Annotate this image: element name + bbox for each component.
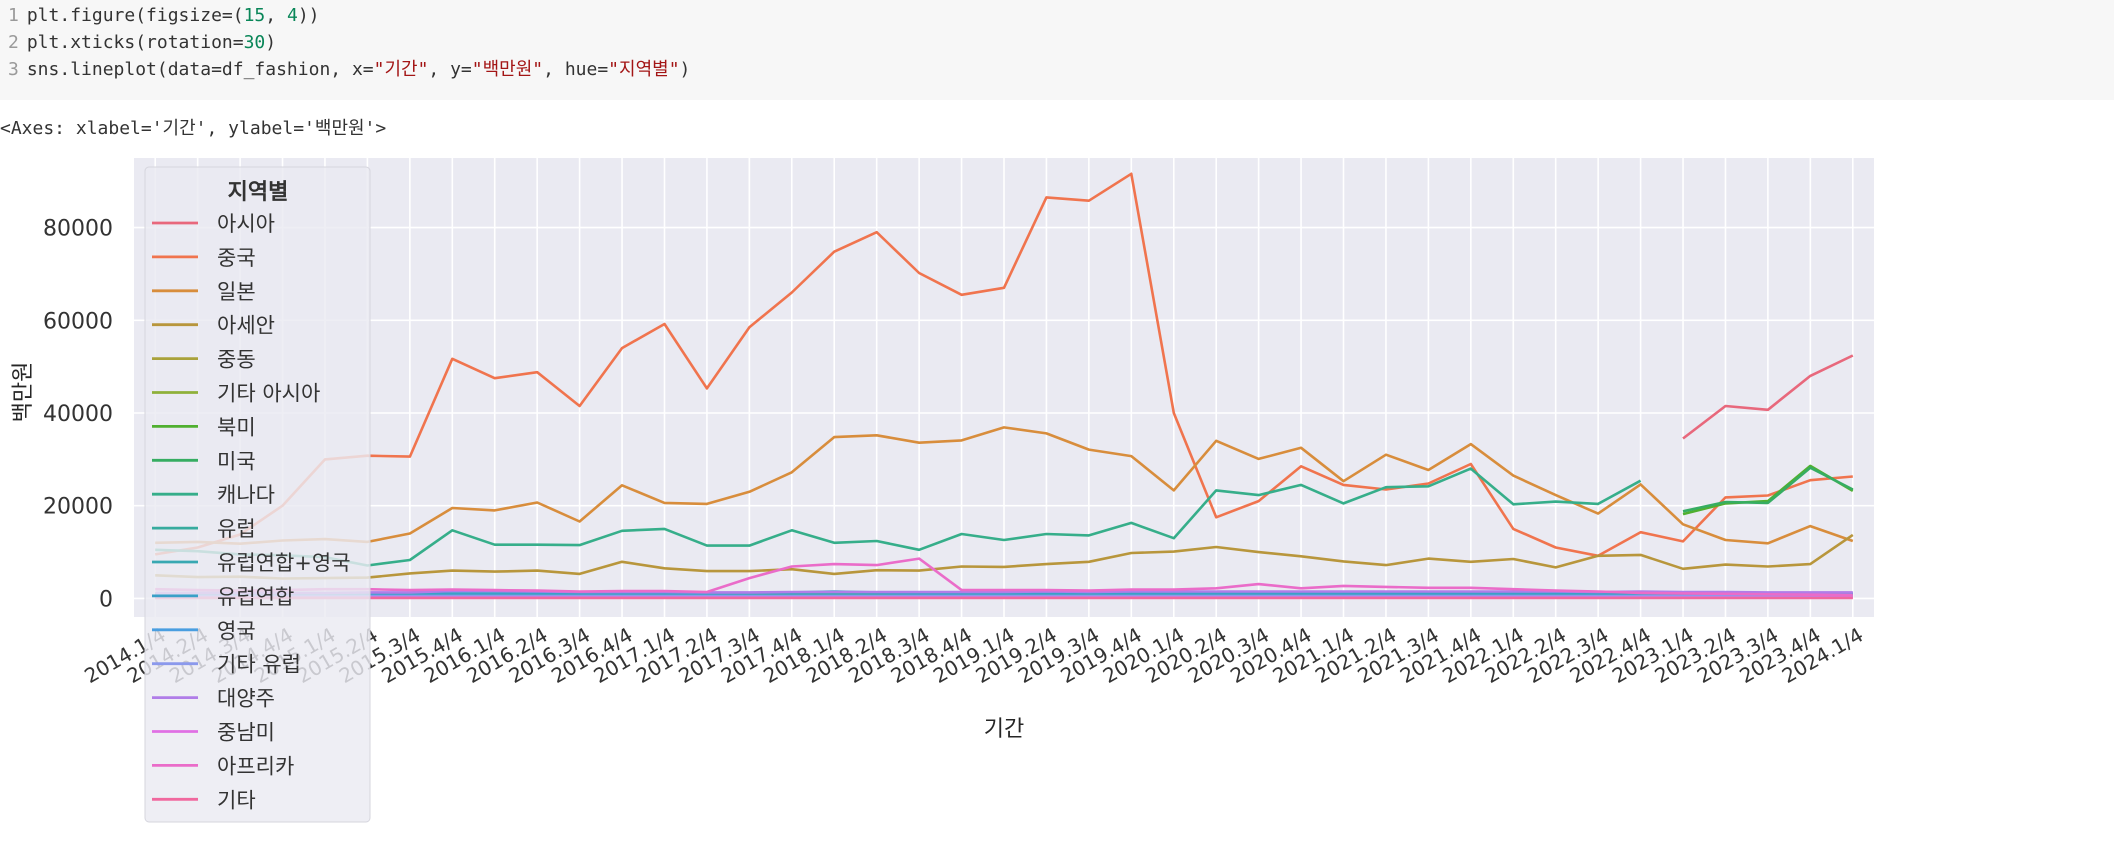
series-line-11 <box>155 590 1853 596</box>
legend-label: 아시아 <box>217 212 275 236</box>
legend-label: 유럽연합+영국 <box>217 551 351 575</box>
y-tick-label: 0 <box>99 587 113 612</box>
legend-label: 중국 <box>217 246 256 270</box>
line-number: 1 <box>8 5 19 26</box>
legend-title: 지역별 <box>228 180 289 205</box>
line-number: 3 <box>8 59 19 80</box>
code-token: "지역별" <box>608 59 680 80</box>
legend-label: 캐나다 <box>217 483 275 507</box>
code-token: , <box>265 5 287 26</box>
series-line-0 <box>1682 354 1854 440</box>
series-line-3 <box>155 533 1854 580</box>
code-token: 30 <box>243 32 266 53</box>
legend-label: 유럽연합 <box>217 585 294 609</box>
output-text: <Axes: xlabel='기간', ylabel='백만원'> <box>0 118 387 139</box>
legend-label: 대양주 <box>217 687 275 711</box>
legend-label: 일본 <box>217 280 256 304</box>
code-token: )) <box>297 5 320 26</box>
legend-label: 영국 <box>217 619 256 643</box>
series-lines <box>154 172 1854 600</box>
legend-label: 아세안 <box>217 314 275 338</box>
code-token: , hue= <box>543 59 609 80</box>
line-number: 2 <box>8 32 19 53</box>
y-tick-label: 80000 <box>43 217 113 242</box>
code-token: "백만원" <box>471 59 544 80</box>
series-line-1 <box>154 172 1853 558</box>
y-tick-label: 60000 <box>43 309 113 334</box>
legend-label: 유럽 <box>217 517 256 541</box>
code-token: plt.xticks(rotation= <box>26 32 244 53</box>
code-token: "기간" <box>373 59 429 80</box>
y-axis-label: 백만원 <box>11 362 36 423</box>
legend-label: 중남미 <box>217 721 275 745</box>
x-axis-label: 기간 <box>984 717 1024 742</box>
series-line-8 <box>155 467 1642 567</box>
code-line: 3 sns.lineplot(data=df_fashion, x="기간", y… <box>8 58 690 82</box>
code-line: 2 plt.xticks(rotation=30) <box>8 31 276 55</box>
code-token: ) <box>265 32 277 53</box>
code-token: sns.lineplot(data=df_fashion, x= <box>26 59 374 80</box>
code-token: 4 <box>286 5 298 26</box>
legend-box <box>144 166 371 823</box>
series-line-16 <box>155 557 1853 597</box>
legend-label: 아프리카 <box>217 754 294 778</box>
code-line: 1 plt.figure(figsize=(15, 4)) <box>8 4 320 28</box>
legend-label: 기타 <box>217 788 256 812</box>
code-token: , y= <box>428 59 472 80</box>
y-tick-label: 20000 <box>43 495 113 520</box>
code-token: plt.figure(figsize=( <box>26 5 244 26</box>
code-cell[interactable]: 1 plt.figure(figsize=(15, 4)) 2 plt.xticks(… <box>0 0 2114 100</box>
legend-label: 미국 <box>217 449 256 473</box>
code-token: ) <box>679 59 691 80</box>
legend-label: 기타 아시아 <box>217 382 320 406</box>
y-tick-label: 40000 <box>43 402 113 427</box>
code-token: 15 <box>243 5 266 26</box>
y-tick-labels: 0 20000 40000 60000 80000 <box>43 217 113 613</box>
legend-label: 북미 <box>217 415 256 439</box>
legend-label: 중동 <box>217 348 256 372</box>
series-line-7 <box>1682 466 1854 513</box>
legend-label: 기타 유럽 <box>217 653 301 677</box>
